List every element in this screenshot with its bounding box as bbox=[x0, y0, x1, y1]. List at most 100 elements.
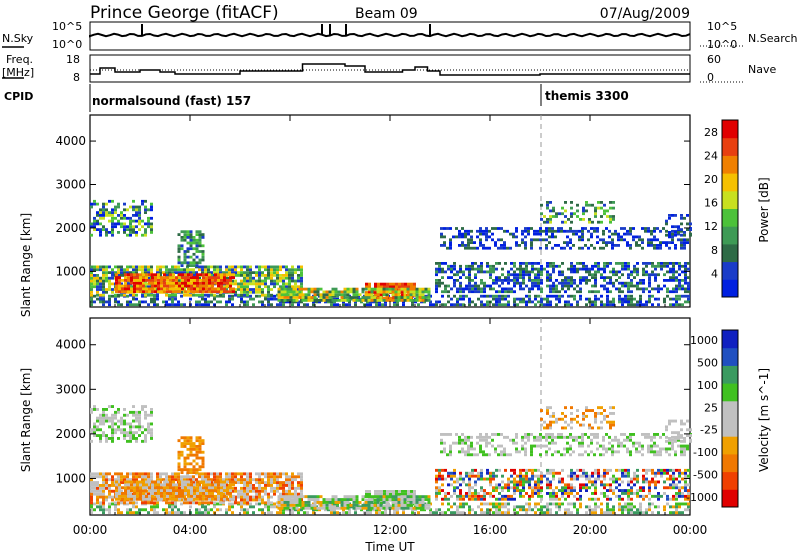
velocity-cell bbox=[331, 498, 335, 501]
velocity-cell bbox=[342, 511, 345, 515]
power-cell bbox=[373, 299, 377, 302]
power-cell bbox=[189, 233, 193, 236]
power-cell bbox=[597, 201, 600, 204]
velocity-cell bbox=[150, 434, 153, 437]
power-cell bbox=[120, 303, 123, 307]
velocity-cell bbox=[465, 492, 468, 495]
power-cell bbox=[226, 279, 229, 282]
power-cell bbox=[552, 215, 555, 218]
power-cell bbox=[367, 299, 371, 302]
velocity-cell bbox=[150, 478, 153, 482]
power-cell bbox=[654, 287, 657, 291]
velocity-cell bbox=[483, 497, 486, 501]
velocity-cell bbox=[102, 492, 105, 496]
velocity-cell bbox=[492, 505, 495, 509]
power-cell bbox=[249, 290, 252, 294]
power-cell bbox=[210, 271, 213, 274]
velocity-cell bbox=[135, 413, 138, 417]
power-cell bbox=[636, 287, 639, 291]
velocity-cell bbox=[386, 492, 389, 496]
power-cell bbox=[615, 273, 618, 277]
power-cell bbox=[536, 238, 539, 242]
velocity-cell bbox=[582, 483, 585, 487]
power-cell bbox=[534, 279, 537, 282]
power-cell bbox=[340, 290, 344, 294]
power-cell bbox=[208, 279, 211, 282]
power-cell bbox=[468, 284, 471, 288]
velocity-cell bbox=[558, 505, 561, 509]
power-cell bbox=[184, 279, 187, 282]
power-cell bbox=[325, 290, 329, 294]
velocity-cell bbox=[288, 489, 291, 493]
velocity-cell bbox=[365, 498, 368, 502]
power-cell bbox=[642, 303, 645, 307]
power-cell bbox=[576, 203, 579, 207]
velocity-cell bbox=[108, 505, 111, 509]
velocity-cell bbox=[126, 434, 129, 437]
velocity-cell bbox=[180, 475, 183, 479]
power-cell bbox=[297, 300, 300, 304]
power-cell bbox=[142, 276, 145, 279]
velocity-cell bbox=[126, 431, 129, 435]
velocity-cell bbox=[90, 511, 93, 515]
velocity-cell bbox=[267, 508, 270, 512]
power-cell bbox=[96, 219, 99, 223]
power-cell bbox=[573, 270, 576, 274]
velocity-cell bbox=[576, 474, 579, 478]
power-cell bbox=[282, 265, 285, 269]
velocity-cell bbox=[480, 468, 483, 472]
power-cell bbox=[440, 232, 443, 236]
velocity-cell bbox=[537, 494, 540, 498]
power-cell bbox=[627, 284, 630, 288]
velocity-cell bbox=[187, 489, 190, 492]
velocity-cell bbox=[216, 502, 219, 506]
velocity-cell bbox=[187, 486, 190, 490]
power-cell bbox=[465, 276, 468, 279]
power-cell bbox=[217, 273, 220, 277]
velocity-cell bbox=[102, 416, 105, 420]
power-cell bbox=[461, 235, 464, 239]
velocity-cell bbox=[374, 501, 377, 505]
power-cell bbox=[196, 279, 199, 282]
velocity-cell bbox=[480, 489, 483, 492]
power-cell bbox=[261, 274, 264, 277]
velocity-cell bbox=[205, 489, 208, 492]
power-cell bbox=[585, 270, 588, 274]
power-cell bbox=[501, 297, 504, 301]
velocity-cell bbox=[120, 475, 123, 479]
power-cell bbox=[234, 274, 237, 277]
velocity-cell bbox=[208, 494, 211, 498]
velocity-cell bbox=[102, 478, 105, 482]
power-cell bbox=[186, 247, 190, 251]
velocity-cell bbox=[373, 506, 377, 510]
power-cell bbox=[135, 211, 138, 214]
power-cell bbox=[657, 290, 660, 294]
power-cell bbox=[231, 303, 234, 307]
power-cell bbox=[211, 276, 214, 279]
power-cell bbox=[546, 201, 549, 204]
power-cell bbox=[324, 300, 327, 304]
velocity-cell bbox=[193, 492, 196, 495]
power-cell bbox=[365, 282, 368, 286]
power-cell bbox=[534, 267, 537, 271]
power-cell bbox=[133, 273, 136, 277]
velocity-cell bbox=[325, 501, 329, 504]
velocity-cell bbox=[117, 419, 120, 423]
velocity-cell bbox=[471, 474, 474, 478]
velocity-cell bbox=[540, 471, 543, 475]
velocity-cell bbox=[261, 511, 264, 515]
velocity-cell bbox=[133, 494, 136, 498]
velocity-cell bbox=[153, 495, 156, 499]
power-cell bbox=[678, 279, 681, 282]
power-cell bbox=[674, 233, 677, 237]
power-cell bbox=[554, 235, 557, 239]
power-cell bbox=[591, 220, 594, 224]
power-cell bbox=[521, 229, 524, 233]
velocity-cell bbox=[444, 494, 447, 498]
velocity-cell bbox=[99, 484, 102, 487]
power-cell bbox=[151, 290, 154, 294]
power-cell bbox=[246, 276, 249, 280]
power-cell bbox=[432, 303, 435, 307]
power-cell bbox=[603, 267, 606, 271]
velocity-cell bbox=[180, 502, 183, 506]
